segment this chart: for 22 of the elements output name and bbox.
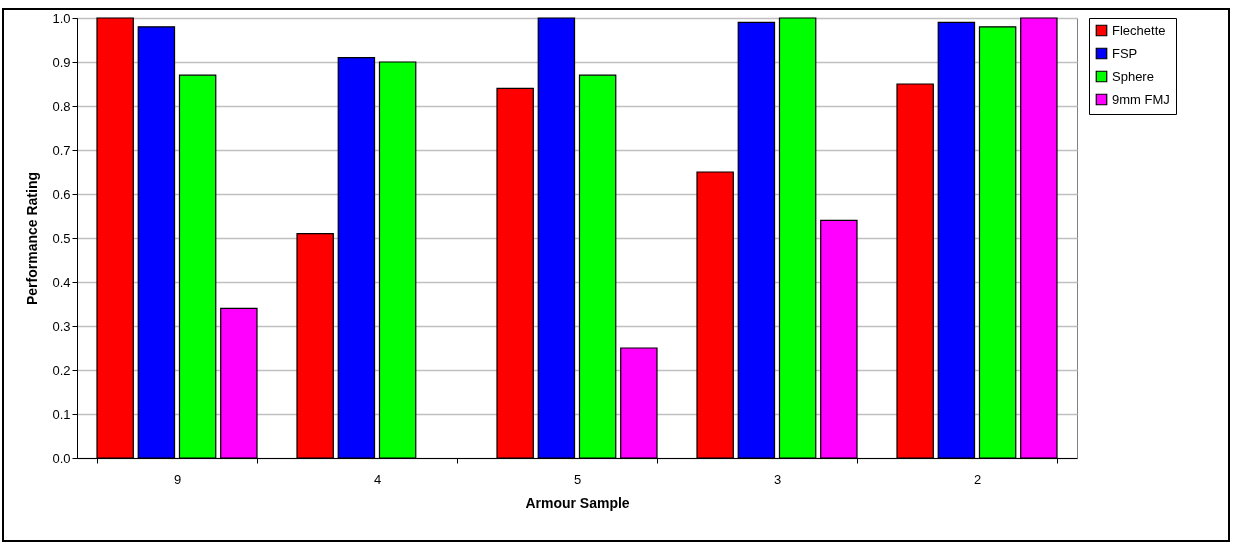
y-tick-label: 0.6 — [52, 186, 71, 202]
x-tick-label: 5 — [573, 471, 582, 487]
y-tick-label: 1.0 — [52, 10, 71, 26]
legend-label: FSP — [1112, 45, 1138, 61]
legend-label: Flechette — [1112, 22, 1166, 38]
x-axis-title: Armour Sample — [525, 494, 630, 511]
y-tick-label: 0.1 — [52, 406, 71, 422]
y-tick-label: 0.5 — [52, 230, 71, 246]
legend-label: 9mm FMJ — [1112, 91, 1170, 107]
y-axis-title: Performance Rating — [24, 171, 41, 306]
legend-label: Sphere — [1112, 68, 1154, 84]
y-tick-label: 0.8 — [52, 98, 71, 114]
y-tick-label: 0.7 — [52, 142, 71, 158]
x-tick-label: 2 — [973, 471, 982, 487]
x-tick-label: 3 — [773, 471, 782, 487]
x-tick-label: 4 — [373, 471, 382, 487]
y-tick-label: 0.4 — [52, 274, 71, 290]
y-tick-label: 0.2 — [52, 362, 71, 378]
x-tick-label: 9 — [173, 471, 182, 487]
y-tick-label: 0.0 — [52, 450, 71, 466]
y-tick-label: 0.9 — [52, 54, 71, 70]
y-tick-label: 0.3 — [52, 318, 71, 334]
